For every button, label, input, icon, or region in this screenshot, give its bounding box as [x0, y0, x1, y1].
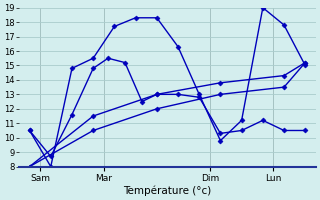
X-axis label: Température (°c): Température (°c) — [123, 185, 212, 196]
